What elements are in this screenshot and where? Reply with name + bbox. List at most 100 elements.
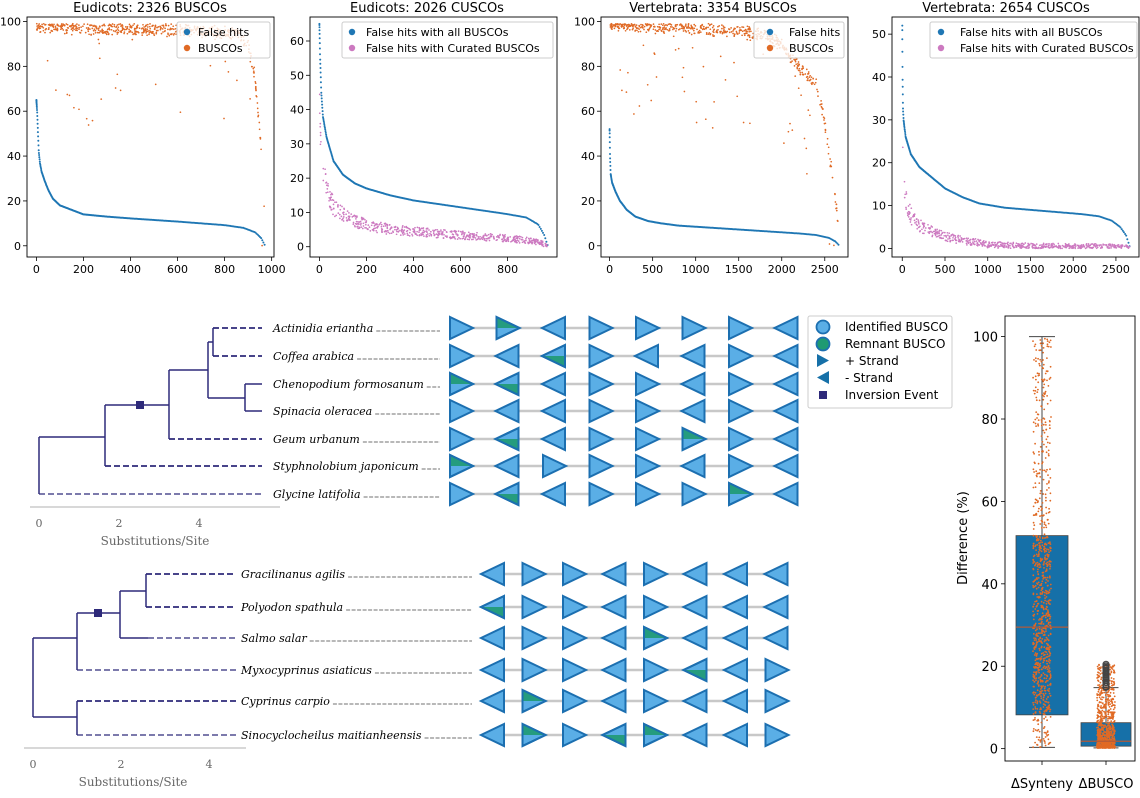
data-point xyxy=(705,33,708,35)
data-point xyxy=(1049,365,1052,368)
data-point xyxy=(403,229,406,231)
data-point xyxy=(708,32,711,34)
data-point xyxy=(1036,372,1039,375)
data-point xyxy=(816,90,819,93)
data-point xyxy=(918,223,920,225)
data-point xyxy=(903,122,905,125)
data-point xyxy=(78,108,80,111)
data-point xyxy=(74,25,77,27)
data-point xyxy=(807,109,810,111)
data-point xyxy=(164,27,166,30)
data-point xyxy=(1032,679,1034,682)
data-point xyxy=(320,91,323,94)
data-point xyxy=(318,32,321,35)
data-point xyxy=(72,26,75,28)
data-point xyxy=(808,79,810,82)
data-point xyxy=(1038,349,1041,352)
data-point xyxy=(719,55,722,58)
plus-strand-gene xyxy=(588,398,615,424)
data-point xyxy=(608,128,611,131)
data-point xyxy=(161,24,164,27)
data-point xyxy=(330,199,332,202)
data-point xyxy=(1050,346,1052,348)
data-point xyxy=(443,233,445,236)
data-point xyxy=(965,237,968,240)
data-point xyxy=(1108,244,1110,247)
data-point xyxy=(129,26,131,28)
data-point xyxy=(512,239,514,242)
data-point xyxy=(159,25,161,28)
data-point xyxy=(360,226,363,228)
data-point xyxy=(381,228,384,231)
data-point xyxy=(693,27,696,30)
data-point xyxy=(814,81,817,84)
data-point xyxy=(1033,524,1036,527)
data-point xyxy=(1101,245,1103,247)
data-point xyxy=(1087,243,1090,245)
data-point xyxy=(903,123,906,126)
data-point xyxy=(707,26,709,29)
data-point xyxy=(535,238,538,241)
data-point xyxy=(1045,470,1047,473)
data-point xyxy=(1041,588,1044,590)
data-point xyxy=(1042,394,1044,397)
data-point xyxy=(330,193,332,196)
data-point xyxy=(806,172,808,175)
data-point xyxy=(1039,476,1042,478)
data-point xyxy=(685,31,688,33)
data-point xyxy=(160,26,162,29)
data-point xyxy=(749,122,751,125)
data-point xyxy=(1041,520,1043,523)
data-point xyxy=(930,225,933,227)
tree2-axis: 0 2 4 Substitutions/Site xyxy=(30,758,213,789)
data-point xyxy=(538,226,541,228)
y-tick-label: 60 xyxy=(581,105,595,118)
data-point xyxy=(1043,521,1046,524)
data-point xyxy=(954,236,957,239)
data-point xyxy=(399,229,401,232)
data-point xyxy=(533,238,536,241)
data-point xyxy=(399,234,402,236)
data-point xyxy=(1048,650,1050,652)
data-point xyxy=(428,234,431,237)
plus-strand-gene xyxy=(521,625,548,651)
data-point xyxy=(382,225,385,228)
data-point xyxy=(376,231,378,234)
data-point xyxy=(1062,245,1065,248)
data-point xyxy=(1033,359,1035,361)
data-point xyxy=(1032,544,1035,547)
data-point xyxy=(348,219,351,221)
data-point xyxy=(1047,522,1050,525)
data-point xyxy=(1119,226,1122,229)
data-point xyxy=(1046,343,1049,346)
data-point xyxy=(1045,451,1048,454)
data-point xyxy=(748,36,751,39)
data-point xyxy=(1033,624,1036,627)
data-point xyxy=(946,231,949,234)
data-point xyxy=(1043,740,1046,743)
data-point xyxy=(36,126,39,129)
data-point xyxy=(53,28,55,31)
data-point xyxy=(837,243,840,246)
data-point xyxy=(474,237,477,239)
y-tick-label: 100 xyxy=(574,15,595,28)
data-point xyxy=(418,229,421,232)
data-point xyxy=(674,25,677,28)
synteny-legend: Identified BUSCO Remnant BUSCO + Strand … xyxy=(807,315,953,409)
data-point xyxy=(1033,561,1036,563)
data-point xyxy=(1037,381,1040,384)
data-point xyxy=(1049,615,1052,618)
data-point xyxy=(987,244,990,246)
data-point xyxy=(1036,602,1039,605)
data-point xyxy=(135,31,138,33)
data-point xyxy=(1049,477,1052,479)
data-point xyxy=(1034,442,1036,445)
data-point xyxy=(680,27,683,30)
data-point xyxy=(902,113,905,116)
data-point xyxy=(908,212,911,214)
data-point xyxy=(1039,559,1042,561)
data-point xyxy=(444,235,447,237)
data-point xyxy=(262,241,265,244)
data-point xyxy=(663,28,666,30)
data-point xyxy=(1073,244,1076,247)
